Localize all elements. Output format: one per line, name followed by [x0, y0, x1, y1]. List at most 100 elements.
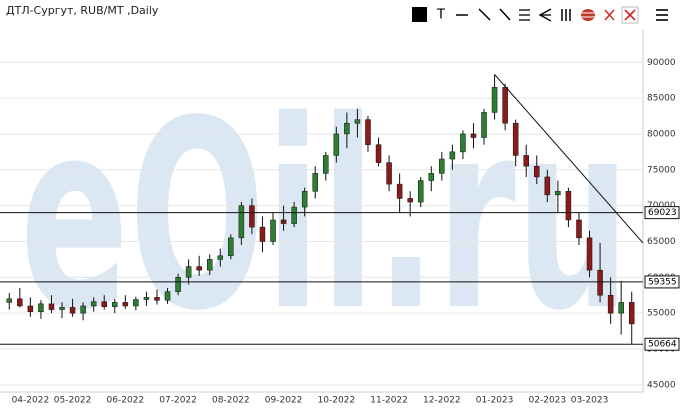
candle-body [6, 298, 13, 303]
level-label: 69023 [648, 208, 677, 218]
candle-body [133, 299, 139, 307]
menu-button[interactable] [656, 9, 668, 21]
candle-body [607, 294, 614, 314]
candle-body [270, 219, 276, 242]
level-label: 59355 [648, 277, 677, 287]
tool-fib[interactable] [519, 9, 530, 21]
candle-body [301, 191, 308, 208]
tool-text[interactable]: T [436, 8, 445, 23]
x-tick-label: 12-2022 [423, 396, 461, 406]
y-tick-label: 80000 [647, 129, 676, 139]
candle-body [228, 237, 234, 257]
candle-body [196, 266, 202, 271]
tool-erase[interactable] [581, 9, 595, 21]
x-tick-label: 08-2022 [212, 396, 250, 406]
toolbar: T [412, 6, 668, 24]
candle-body [164, 291, 171, 301]
candle-body [386, 162, 392, 185]
trendline [494, 74, 644, 244]
candle-body [344, 122, 350, 135]
x-tick-label: 04-2022 [12, 396, 50, 406]
candle-body [38, 303, 44, 312]
watermark: eOil.ru [20, 66, 630, 368]
candle-body [206, 259, 213, 271]
candle-body [449, 151, 456, 160]
y-tick-label: 70000 [647, 201, 676, 211]
candle-body [439, 158, 445, 174]
level-label-box [644, 206, 680, 220]
candle-body [534, 165, 540, 178]
candle-body [512, 122, 519, 156]
candle-body [428, 173, 435, 181]
level-label-box [644, 337, 680, 351]
candle-body [565, 191, 572, 221]
candle-body [80, 305, 86, 314]
tool-ray[interactable] [499, 8, 511, 21]
candle-body [59, 307, 65, 310]
candle-body [238, 205, 245, 239]
candle-body [122, 302, 129, 307]
candle-body [154, 297, 160, 301]
candle-body [323, 155, 329, 174]
candle-body [618, 302, 624, 314]
tool-delete-all[interactable] [621, 6, 639, 24]
candle-body [375, 144, 382, 163]
candle-body [491, 87, 498, 113]
candle-body [112, 302, 118, 307]
candle-body [48, 303, 55, 310]
x-tick-label: 03-2023 [571, 396, 609, 406]
y-tick-label: 75000 [647, 165, 676, 175]
x-tick-label: 05-2022 [54, 396, 92, 406]
x-tick-label: 02-2023 [529, 396, 567, 406]
candle-body [259, 226, 266, 242]
x-tick-label: 09-2022 [265, 396, 303, 406]
candle-body [460, 133, 466, 153]
x-tick-label: 06-2022 [107, 396, 145, 406]
y-tick-label: 55000 [647, 309, 676, 319]
candle-body [354, 119, 361, 124]
y-tick-label: 90000 [647, 58, 676, 68]
candle-body [365, 119, 371, 145]
chart-title: ДТЛ-Сургут, RUB/MT ,Daily [6, 4, 159, 17]
candle-body [101, 301, 107, 307]
candle-body [17, 298, 23, 307]
candle-body [143, 297, 150, 300]
x-tick-label: 11-2022 [370, 396, 408, 406]
candle-body [586, 237, 593, 271]
x-tick-label: 07-2022 [159, 396, 197, 406]
candle-body [217, 255, 224, 260]
candle-body [291, 206, 297, 224]
candle-body [333, 133, 340, 156]
tool-color[interactable] [412, 7, 427, 22]
tool-vlines[interactable] [561, 9, 571, 21]
candle-body [280, 219, 287, 224]
candle-body [481, 112, 487, 138]
candle-body [555, 191, 561, 196]
candle-body [396, 183, 403, 199]
tool-delete[interactable] [604, 9, 615, 21]
candle-body [628, 302, 635, 325]
tool-trend[interactable] [478, 8, 491, 21]
candle-body [249, 205, 255, 228]
candle-body [597, 269, 603, 296]
x-tick-label: 01-2023 [476, 396, 514, 406]
candle-body [27, 305, 34, 312]
candle-body [90, 301, 97, 307]
candle-body [417, 180, 424, 203]
candle-body [523, 155, 529, 167]
level-label-box [644, 275, 680, 289]
x-tick-label: 10-2022 [318, 396, 356, 406]
candle-body [312, 173, 318, 192]
candle-body [576, 219, 582, 239]
tool-channel[interactable] [538, 8, 552, 22]
y-tick-label: 85000 [647, 94, 676, 104]
y-tick-label: 45000 [647, 380, 676, 390]
candle-body [407, 198, 413, 203]
level-label: 50664 [648, 340, 677, 350]
candle-body [502, 87, 508, 124]
candle-body [69, 307, 76, 314]
candle-body [185, 266, 192, 278]
candle-body [470, 133, 477, 138]
